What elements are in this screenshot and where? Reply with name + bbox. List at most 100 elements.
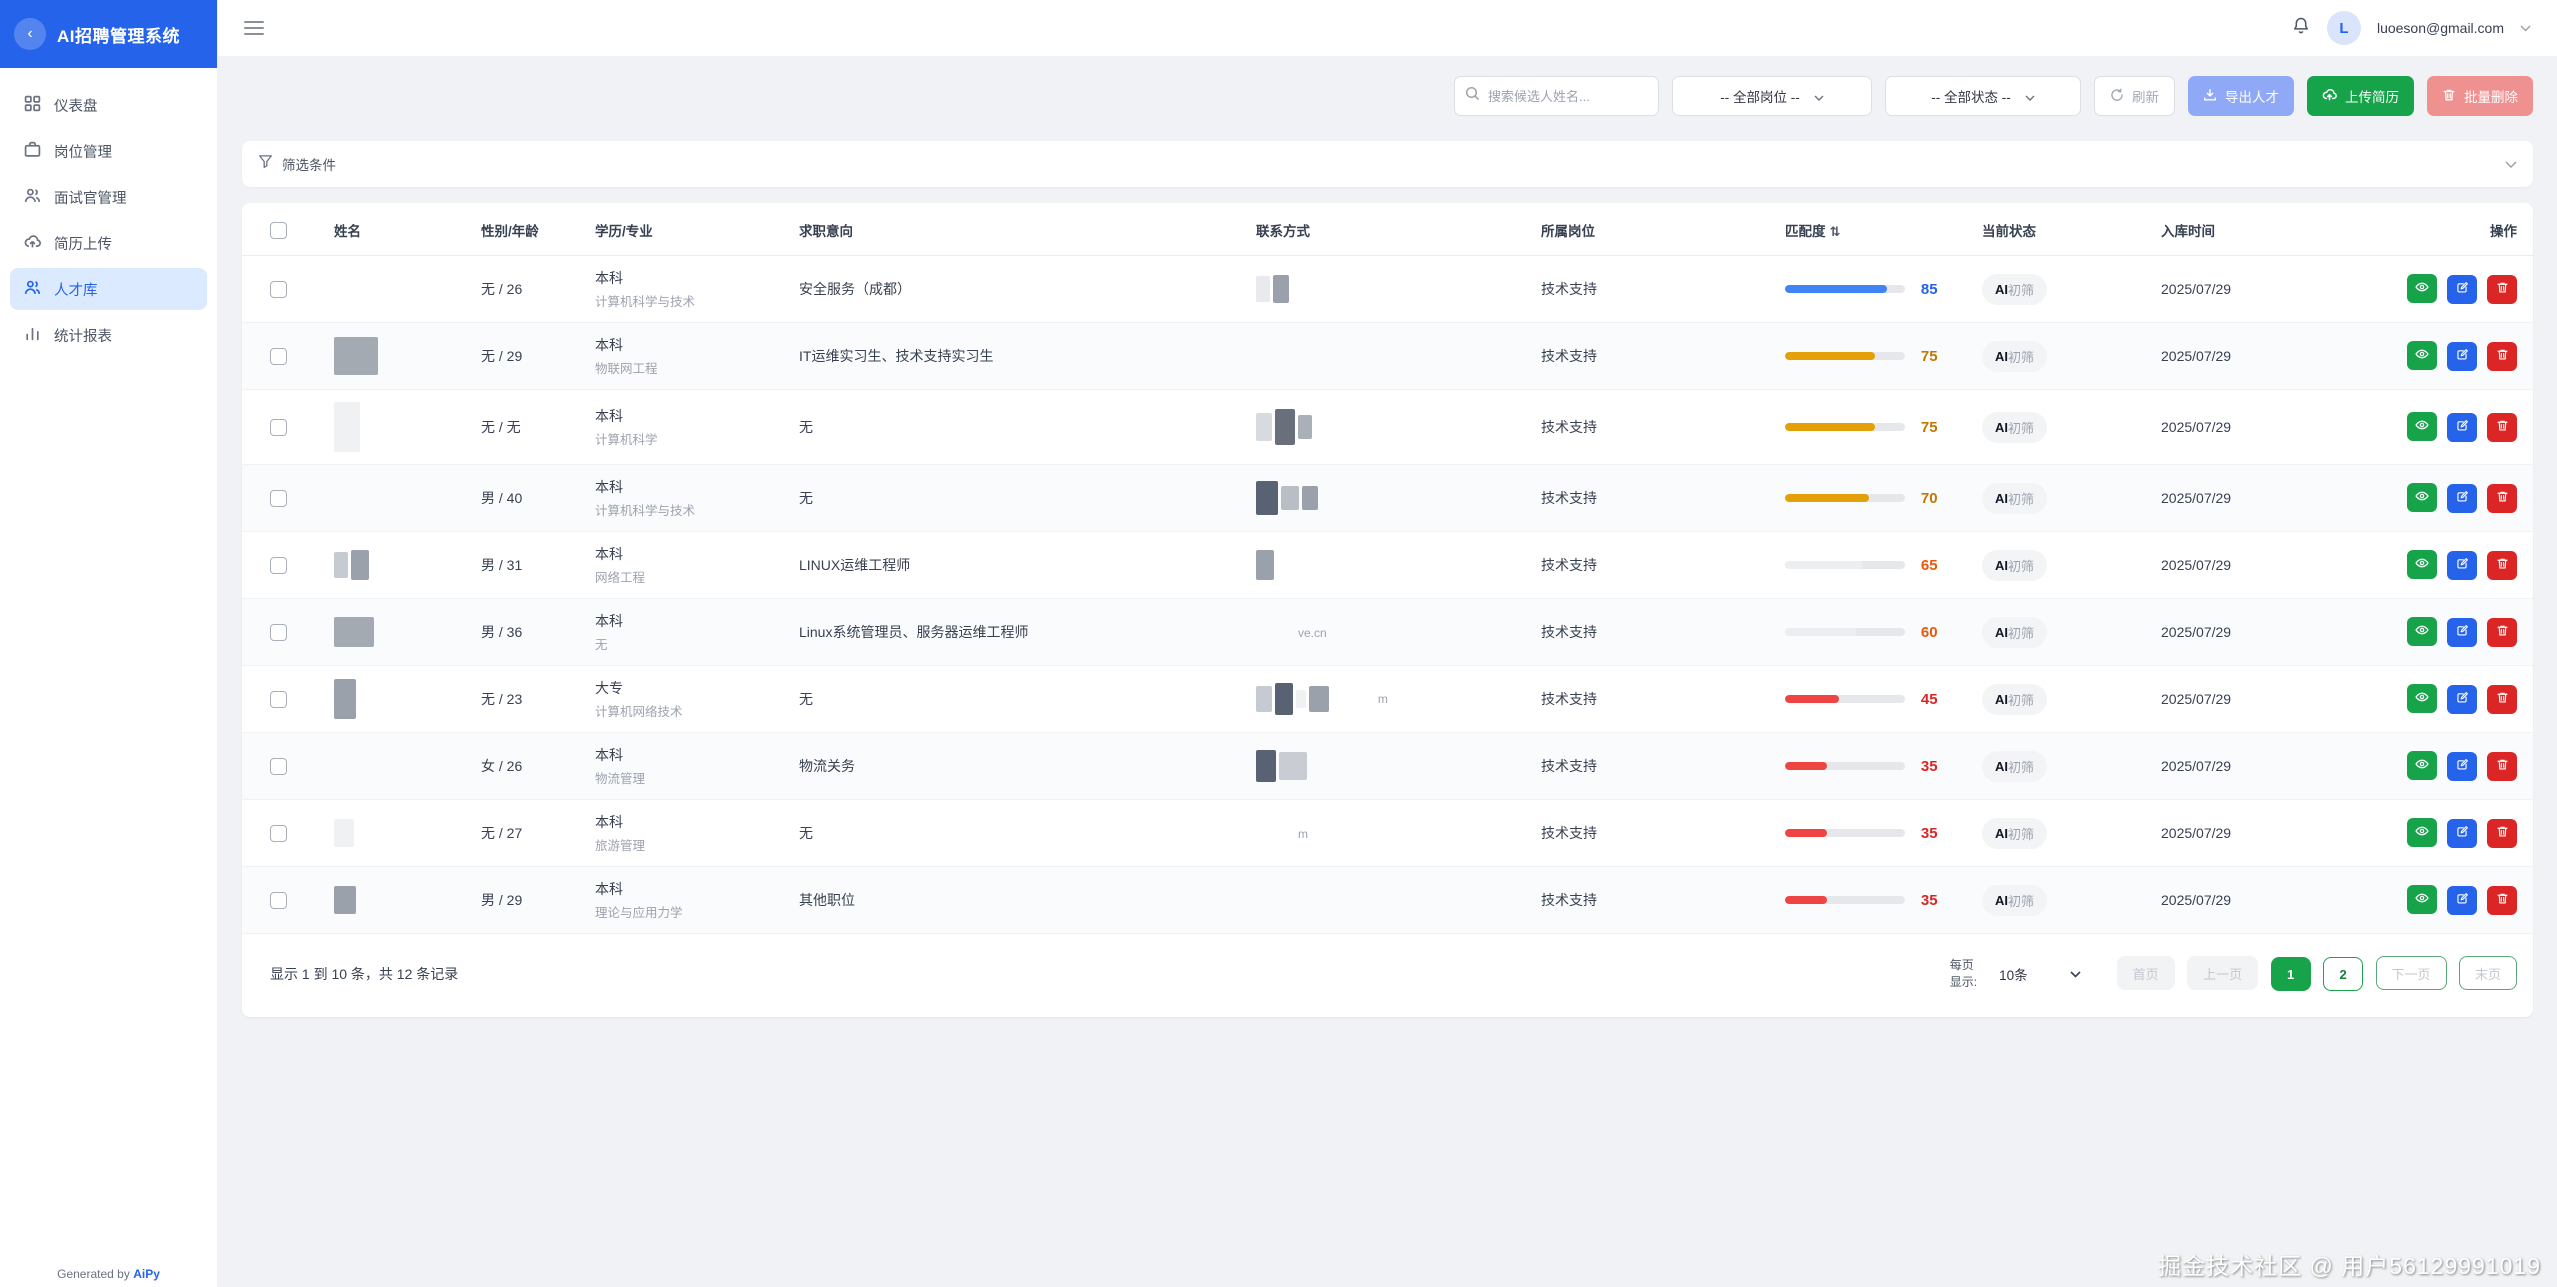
per-page-select[interactable]: 10条 <box>1991 964 2095 984</box>
chevron-down-icon[interactable] <box>2520 19 2531 37</box>
delete-button[interactable] <box>2487 341 2517 371</box>
last-page-button[interactable]: 末页 <box>2458 956 2517 990</box>
table-row: 无 / 23 大专 计算机网络技术 无 m 技术支持 45 AI 初筛 2025/… <box>242 665 2533 733</box>
hamburger-menu-icon[interactable] <box>244 17 264 39</box>
sidebar-item-dashboard[interactable]: 仪表盘 <box>10 84 207 126</box>
sidebar-item-reports[interactable]: 统计报表 <box>10 314 207 356</box>
gender-age-cell: 无 / 26 <box>481 255 595 323</box>
talent-table-card: 姓名 性别/年龄 学历/专业 求职意向 联系方式 所属岗位 匹配度 ⇅ 当前状态 … <box>242 203 2533 1017</box>
trash-icon <box>2496 490 2509 506</box>
view-button[interactable] <box>2407 550 2438 580</box>
col-education: 学历/专业 <box>595 203 799 256</box>
avatar[interactable]: L <box>2326 11 2361 45</box>
upload-resume-button[interactable]: 上传简历 <box>2307 76 2414 116</box>
delete-button[interactable] <box>2487 412 2517 442</box>
sidebar-item-resume-upload[interactable]: 简历上传 <box>10 222 207 264</box>
row-checkbox[interactable] <box>270 824 287 842</box>
row-checkbox[interactable] <box>270 757 287 775</box>
edit-button[interactable] <box>2447 274 2478 304</box>
view-button[interactable] <box>2407 617 2438 647</box>
edit-button[interactable] <box>2447 550 2478 580</box>
gender-age-cell: 男 / 36 <box>481 598 595 666</box>
search-input[interactable] <box>1488 88 1664 104</box>
delete-button[interactable] <box>2487 617 2517 647</box>
refresh-button[interactable]: 刷新 <box>2094 76 2175 116</box>
view-button[interactable] <box>2407 684 2438 714</box>
sort-icon[interactable]: ⇅ <box>1829 224 1841 239</box>
status-cell: AI 初筛 <box>1982 598 2161 666</box>
match-score: 60 <box>1920 623 1938 641</box>
eye-icon <box>2415 418 2429 435</box>
edit-button[interactable] <box>2447 684 2478 714</box>
sidebar-item-interviewers[interactable]: 面试官管理 <box>10 176 207 218</box>
eye-icon <box>2415 891 2429 908</box>
row-checkbox[interactable] <box>270 623 287 641</box>
row-checkbox[interactable] <box>270 690 287 708</box>
row-checkbox[interactable] <box>270 489 287 507</box>
select-all-checkbox[interactable] <box>270 221 287 239</box>
edit-button[interactable] <box>2447 885 2478 915</box>
match-cell: 35 <box>1785 732 1982 800</box>
prev-page-button[interactable]: 上一页 <box>2187 956 2259 990</box>
redacted-contact <box>1256 481 1321 515</box>
view-button[interactable] <box>2407 483 2438 513</box>
sidebar-item-talent-pool[interactable]: 人才库 <box>10 268 207 310</box>
delete-button[interactable] <box>2487 483 2517 513</box>
edit-button[interactable] <box>2447 818 2478 848</box>
page-2-button[interactable]: 2 <box>2323 957 2364 991</box>
delete-button[interactable] <box>2487 684 2517 714</box>
status-badge: AI 初筛 <box>1982 273 2048 305</box>
view-button[interactable] <box>2407 341 2438 371</box>
first-page-button[interactable]: 首页 <box>2116 956 2175 990</box>
view-button[interactable] <box>2407 412 2438 442</box>
filter-conditions-bar[interactable]: 筛选条件 <box>242 141 2533 187</box>
edit-button[interactable] <box>2447 412 2478 442</box>
gender-age-cell: 无 / 23 <box>481 665 595 733</box>
eye-icon <box>2415 556 2429 573</box>
next-page-button[interactable]: 下一页 <box>2375 956 2447 990</box>
collapse-sidebar-button[interactable]: ‹ <box>14 18 46 50</box>
delete-button[interactable] <box>2487 550 2517 580</box>
row-checkbox[interactable] <box>270 556 287 574</box>
match-score: 45 <box>1920 690 1938 708</box>
view-button[interactable] <box>2407 818 2438 848</box>
toolbar: -- 全部岗位 -- -- 全部状态 -- 刷新 导出人才 上传简历 批量删除 <box>242 76 2533 116</box>
status-badge: AI 初筛 <box>1982 340 2048 372</box>
intent-cell: 无 <box>799 799 1256 867</box>
row-checkbox[interactable] <box>270 891 287 909</box>
sidebar-item-jobs[interactable]: 岗位管理 <box>10 130 207 172</box>
redacted-contact <box>1256 683 1332 715</box>
delete-button[interactable] <box>2487 274 2517 304</box>
table-row: 男 / 31 本科 网络工程 LINUX运维工程师 技术支持 65 AI 初筛 2… <box>242 531 2533 599</box>
edit-button[interactable] <box>2447 617 2478 647</box>
status-filter-select[interactable]: -- 全部状态 -- <box>1885 76 2081 116</box>
delete-button[interactable] <box>2487 818 2517 848</box>
aipy-link[interactable]: AiPy <box>133 1267 160 1281</box>
row-checkbox[interactable] <box>270 280 287 298</box>
redacted-name <box>334 402 363 452</box>
view-button[interactable] <box>2407 885 2438 915</box>
export-talent-button[interactable]: 导出人才 <box>2188 76 2294 116</box>
delete-button[interactable] <box>2487 885 2517 915</box>
edit-button[interactable] <box>2447 341 2478 371</box>
edit-button[interactable] <box>2447 751 2478 781</box>
match-cell: 65 <box>1785 531 1982 599</box>
delete-button[interactable] <box>2487 751 2517 781</box>
col-match[interactable]: 匹配度 ⇅ <box>1785 203 1982 256</box>
view-button[interactable] <box>2407 274 2438 304</box>
sidebar-item-label: 统计报表 <box>54 328 112 345</box>
intent-cell: 无 <box>799 665 1256 733</box>
batch-delete-button[interactable]: 批量删除 <box>2427 76 2533 116</box>
row-checkbox[interactable] <box>270 347 287 365</box>
page-1-button[interactable]: 1 <box>2270 957 2311 991</box>
bell-icon[interactable] <box>2291 16 2311 41</box>
edit-button[interactable] <box>2447 483 2478 513</box>
date-cell: 2025/07/29 <box>2161 322 2391 390</box>
status-badge: AI 初筛 <box>1982 884 2048 916</box>
status-cell: AI 初筛 <box>1982 464 2161 532</box>
row-checkbox[interactable] <box>270 418 287 436</box>
view-button[interactable] <box>2407 751 2438 781</box>
job-filter-select[interactable]: -- 全部岗位 -- <box>1672 76 1872 116</box>
redacted-name <box>334 617 377 647</box>
redacted-name <box>334 819 357 847</box>
